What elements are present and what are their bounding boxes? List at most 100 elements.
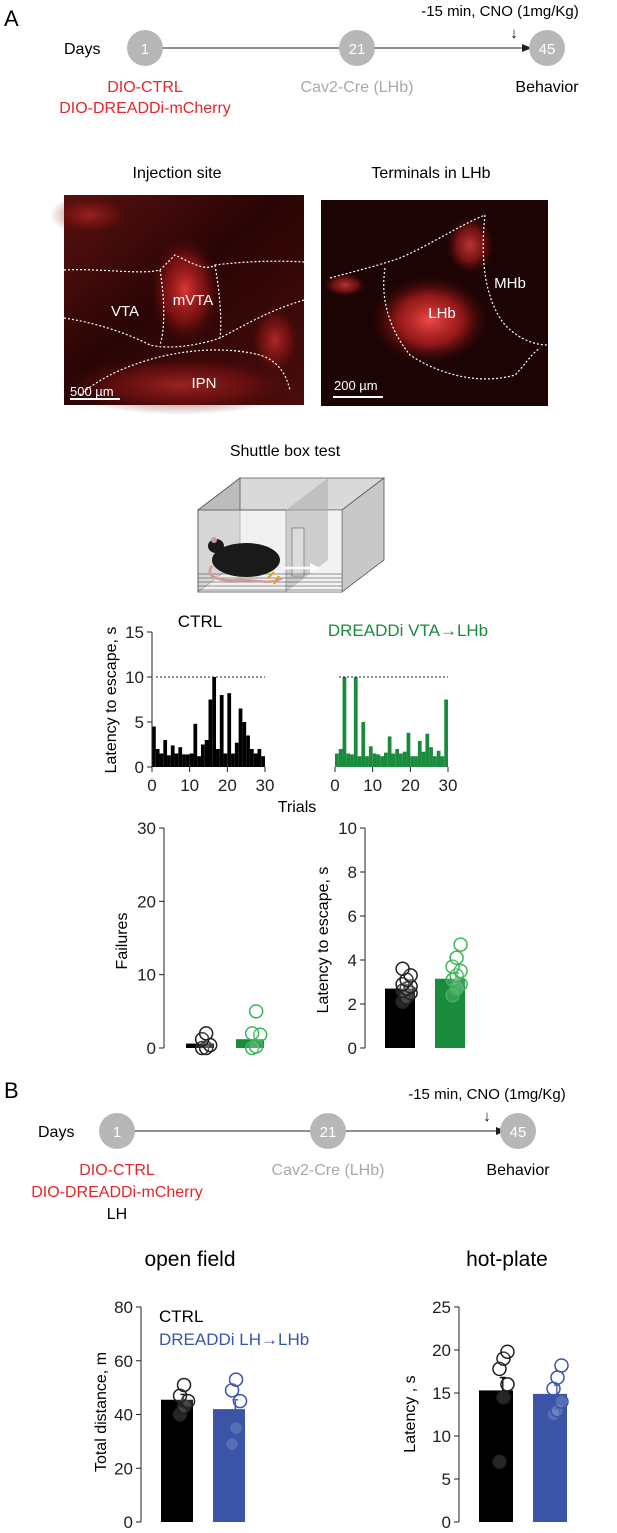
dreadd-trials-bar (383, 752, 388, 767)
dreadd-trials-bar (353, 677, 358, 767)
open-field-point (176, 1377, 192, 1393)
ctrl-trials-bar (242, 722, 247, 767)
dreadd-trials-bar (421, 751, 426, 767)
timeline-b-node-21-label: 21 (320, 1124, 337, 1141)
latency-ylabel: Latency to escape, s (315, 867, 332, 1014)
escape-latency-point (453, 963, 468, 979)
dreadd-trials-bar (391, 753, 396, 767)
ctrl-trials-xtick-label: 30 (256, 776, 275, 795)
timeline-b-node-1-label: 1 (113, 1124, 121, 1141)
ctrl-trials-bar (182, 754, 186, 767)
injection-site-image: Injection site VTA mVTA IPN 500 µm (50, 165, 305, 415)
panel-a-label: A (4, 6, 19, 31)
injection-title: Injection site (133, 165, 222, 182)
dreadd-trials-bar (357, 756, 362, 767)
escape-latency-ytick-label: 0 (348, 1039, 357, 1058)
ctrl-trials-ytick-label: 15 (125, 623, 144, 642)
ctrl-trials-bar (178, 747, 183, 767)
timeline-node-45 (529, 30, 565, 66)
dreadd-trials-bar (350, 754, 354, 767)
failures-ylabel: Failures (114, 913, 131, 970)
timeline-b-node-45-label: 45 (510, 1124, 527, 1141)
escape-latency-point (445, 959, 460, 974)
escape-latency-ytick-label: 4 (348, 951, 357, 970)
escape-latency-ytick-label: 8 (348, 863, 357, 882)
failures-point (248, 1004, 264, 1019)
hot-plate-point (550, 1370, 565, 1385)
hot-plate-ytick-label: 5 (442, 1470, 451, 1489)
dreadd-trials-bar (414, 756, 418, 767)
terminals-image: Terminals in LHb LHb MHb 200 µm (321, 165, 549, 406)
hotplate-ylabel: Latency , s (402, 1375, 419, 1452)
openfield-ylabel: Total distance, m (93, 1352, 110, 1472)
dreadd-trials-bar (440, 756, 445, 767)
behavior-label: Behavior (515, 79, 579, 96)
dreadd-trials-xtick-label: 30 (439, 776, 458, 795)
open-field-ytick-label: 40 (114, 1406, 133, 1425)
failures-ytick-label: 0 (147, 1039, 156, 1058)
dreadd-trials-xtick-label: 10 (363, 776, 382, 795)
ctrl-trials-bar (212, 677, 217, 767)
virus-line-b-1: DIO-CTRL (79, 1162, 155, 1179)
hot-plate-point (554, 1394, 569, 1409)
hot-plate-ytick-label: 20 (432, 1341, 451, 1360)
dreadd-trials-bar (368, 746, 373, 767)
escape-latency-point (395, 961, 410, 977)
dreadd-title: DREADDi VTA→LHb (328, 621, 488, 640)
virus-line-1: DIO-CTRL (107, 79, 183, 96)
panel-b-label: B (4, 1078, 19, 1103)
dreadd-trials-bar (342, 677, 347, 767)
open-field-group (136, 1306, 248, 1523)
ctrl-trials-bar (174, 753, 179, 767)
ctrl-trials-xtick-label: 0 (147, 776, 156, 795)
escape-latency-ytick-label: 10 (338, 819, 357, 838)
failures-ytick-label: 20 (137, 892, 156, 911)
failures-group (159, 827, 268, 1056)
timeline-b-node-1 (99, 1113, 135, 1149)
region-ipn: IPN (191, 375, 216, 392)
ctrl-trials-bar (200, 744, 205, 767)
dreadd-trials-bar (372, 753, 377, 767)
trials-xlabel: Trials (278, 799, 317, 816)
trials-ylabel: Latency to escape, s (103, 627, 120, 774)
failures-ytick-label: 10 (137, 966, 156, 985)
ctrl-trials-bar (163, 740, 168, 767)
days-label-b: Days (38, 1124, 74, 1141)
dreadd-trials-bar (338, 749, 343, 767)
dreadd-trials-bar (346, 753, 351, 767)
escape-latency-ytick-label: 6 (348, 907, 357, 926)
shuttle-title: Shuttle box test (230, 443, 341, 460)
hotplate-title: hot-plate (466, 1248, 548, 1271)
open-field-point (224, 1436, 240, 1452)
dreadd-trials-bar (436, 750, 441, 767)
ctrl-trials-xtick-label: 10 (180, 776, 199, 795)
ctrl-trials-bar (261, 756, 265, 767)
escape-latency-point (449, 950, 464, 966)
hot-plate-ytick-label: 10 (432, 1427, 451, 1446)
ctrl-trials-bar (257, 749, 262, 767)
ctrl-trials-bar (246, 735, 250, 767)
region-mhb: MHb (494, 275, 526, 292)
hot-plate-point (496, 1390, 511, 1405)
dreadd-trials-bar (406, 732, 411, 767)
ctrl-trials-bar (170, 745, 175, 767)
timeline-node-1-label: 1 (141, 41, 149, 58)
dreadd-trials-bar (376, 754, 381, 767)
hot-plate-ytick-label: 15 (432, 1384, 451, 1403)
hot-plate-ytick-label: 25 (432, 1298, 451, 1317)
hot-plate-point (492, 1454, 507, 1470)
cno-label: -15 min, CNO (1mg/Kg) (421, 3, 579, 20)
ctrl-trials-bar (185, 754, 190, 767)
timeline-node-1 (127, 30, 163, 66)
escape-latency-point (453, 937, 468, 952)
dreadd-trials-bar (380, 756, 384, 767)
timeline-node-45-label: 45 (539, 41, 556, 58)
timeline-node-21 (339, 30, 375, 66)
ctrl-trials-bar (167, 755, 171, 767)
region-mvta: mVTA (173, 292, 214, 309)
ctrl-trials-ytick-label: 5 (135, 713, 144, 732)
ctrl-title: CTRL (178, 612, 222, 631)
dreadd-trials-bar (399, 753, 403, 767)
ctrl-trials-bar (204, 740, 209, 767)
